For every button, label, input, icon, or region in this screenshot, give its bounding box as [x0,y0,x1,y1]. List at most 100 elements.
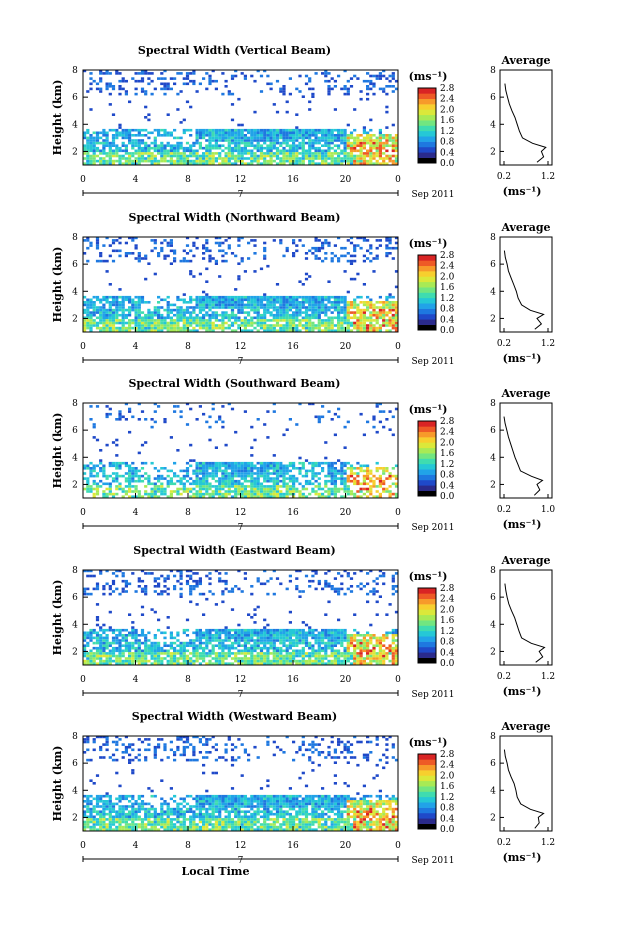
y-axis-label: Height (km) [51,413,64,489]
colorbar-segment [418,442,436,449]
profile-y-tick-label: 8 [490,732,496,742]
panel-3: Spectral Width (Southward Beam) 2 4 6 8 Heigh… [51,377,555,533]
heatmap-field [83,69,399,165]
profile-y-tick-label: 8 [490,566,496,576]
colorbar-tick-label: 0.8 [440,471,455,481]
x-tick-label: 0 [395,675,401,685]
colorbar-segment [418,114,436,121]
panel-title: Spectral Width (Eastward Beam) [133,544,335,557]
profile-frame [499,402,553,499]
colorbar-tick-label: 1.6 [440,616,455,626]
profile-title: Average [500,720,550,733]
colorbar-segment [418,479,436,486]
colorbar-tick-label: 1.2 [440,294,454,304]
x-tick-label: 0 [80,342,86,352]
x-tick-label: 8 [185,508,191,518]
colorbar-unit: (ms⁻¹) [409,403,448,416]
colorbar-segment [418,604,436,610]
x-tick-label: 8 [185,175,191,185]
colorbar-segment [418,146,436,153]
colorbar-tick-label: 2.8 [440,417,455,427]
y-tick-label: 2 [72,647,78,657]
x-tick-label: 0 [395,175,401,185]
panel-2: Spectral Width (Northward Beam) 2 4 6 8 Heigh… [51,211,555,367]
profile-line [503,749,545,829]
colorbar-frame [417,587,437,664]
colorbar-segment [418,469,436,475]
profile-y-tick-label: 8 [490,399,496,409]
colorbar-tick-label: 1.6 [440,116,455,126]
x-axis-label: Local Time [182,865,250,878]
colorbar-segment [418,141,436,148]
colorbar-tick-label: 0.8 [440,305,455,315]
profile-x-tick-label: 1.2 [541,672,555,682]
day-label: 7 [238,690,244,700]
colorbar-tick-label: 2.8 [440,84,455,94]
colorbar-unit: (ms⁻¹) [409,570,448,583]
x-tick-label: 8 [185,675,191,685]
profile-x-tick-label: 0.2 [497,505,511,515]
x-tick-label: 16 [287,342,299,352]
y-axis-label: Height (km) [51,247,64,323]
colorbar-tick-label: 0.8 [440,804,455,814]
x-tick-label: 12 [235,841,246,851]
colorbar-tick-label: 0.0 [440,159,455,169]
colorbar-segment [418,98,436,105]
profile-x-tick-label: 1.2 [541,172,555,182]
colorbar-segment [418,297,436,304]
colorbar-tick-label: 2.4 [440,761,455,771]
colorbar-segment [418,775,436,782]
x-tick-label: 4 [133,175,139,185]
date-label: Sep 2011 [411,357,454,367]
y-tick-label: 4 [72,453,78,463]
profile-line [503,250,545,330]
profile-x-tick-label: 0.2 [497,172,511,182]
colorbar-segment [418,802,436,808]
colorbar-tick-label: 2.4 [440,262,455,272]
colorbar-segment [418,260,436,267]
profile-y-tick-label: 4 [490,287,496,297]
y-tick-label: 6 [72,759,78,769]
colorbar-frame [417,753,437,830]
day-label: 7 [238,523,244,533]
colorbar-unit: (ms⁻¹) [409,736,448,749]
y-tick-label: 8 [72,399,78,409]
x-tick-label: 12 [235,675,246,685]
colorbar-tick-label: 0.0 [440,825,455,835]
x-tick-label: 20 [340,841,352,851]
colorbar-segment [418,620,436,626]
profile-frame [499,236,553,333]
profile-frame [499,569,553,666]
colorbar-tick-label: 2.8 [440,584,455,594]
colorbar-tick-label: 2.4 [440,428,455,438]
heatmap-field [83,402,399,498]
y-tick-label: 4 [72,620,78,630]
profile-x-label: (ms⁻¹) [503,352,542,365]
colorbar-segment [418,823,436,830]
x-tick-label: 4 [133,342,139,352]
x-tick-label: 0 [80,175,86,185]
y-axis-label: Height (km) [51,80,64,156]
colorbar-segment [418,431,436,438]
y-tick-label: 8 [72,66,78,76]
colorbar-tick-label: 0.8 [440,138,455,148]
colorbar-segment [418,453,436,459]
x-tick-label: 16 [287,841,299,851]
profile-y-tick-label: 6 [490,759,496,769]
profile-title: Average [500,554,550,567]
profile-y-tick-label: 4 [490,786,496,796]
colorbar-segment [418,303,436,309]
heatmap-field [83,569,399,665]
y-tick-label: 4 [72,287,78,297]
panel-4: Spectral Width (Eastward Beam) 2 4 6 8 Height… [51,544,555,700]
colorbar-segment [418,88,436,94]
profile-title: Average [500,387,550,400]
y-tick-label: 6 [72,260,78,270]
colorbar-segment [418,120,436,126]
colorbar-segment [418,130,436,137]
profile-x-tick-label: 1.2 [541,339,555,349]
profile-x-tick-label: 0.2 [497,672,511,682]
colorbar-tick-label: 0.0 [440,492,455,502]
x-tick-label: 0 [395,841,401,851]
colorbar-segment [418,308,436,315]
